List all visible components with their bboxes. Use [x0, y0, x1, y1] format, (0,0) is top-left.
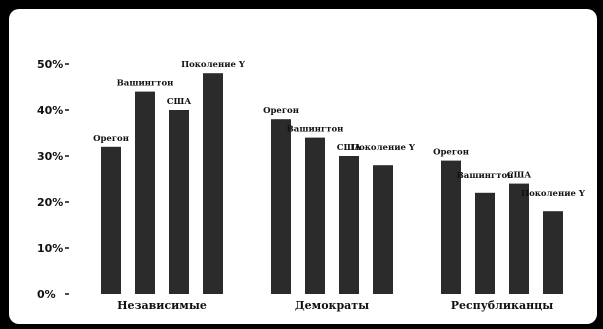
- bar-data-label: Вашингтон: [117, 79, 174, 89]
- bar-data-label: Поколение Y: [181, 60, 246, 70]
- x-category-label: Республиканцы: [451, 299, 554, 312]
- bar: [101, 146, 121, 294]
- bar-data-label: Орегон: [433, 148, 469, 158]
- bar: [509, 183, 529, 294]
- bar: [169, 110, 189, 294]
- bar: [543, 211, 563, 294]
- y-tick-label: 10%: [37, 242, 63, 255]
- bar-data-label: Поколение Y: [351, 143, 416, 153]
- bar-chart: 50%40%30%20%10%0%ОрегонВашингтонСШАПокол…: [37, 58, 586, 312]
- bar-data-label: США: [337, 143, 362, 153]
- bar: [441, 160, 461, 294]
- y-tick-label: 50%: [37, 58, 63, 71]
- bar: [373, 165, 393, 294]
- bar-data-label: Орегон: [93, 134, 129, 144]
- bar-data-label: США: [167, 97, 192, 107]
- bar-data-label: США: [507, 171, 532, 181]
- y-tick-label: 0%: [37, 288, 56, 301]
- y-tick-label: 30%: [37, 150, 63, 163]
- chart-frame: 50% 40% 30% 20% 10% 0% Орегон Вашингтон США Покол…: [9, 9, 597, 324]
- bar: [305, 137, 325, 294]
- bar: [135, 91, 155, 294]
- bar: [203, 73, 223, 294]
- bar: [271, 119, 291, 294]
- bar-data-label: Орегон: [263, 106, 299, 116]
- bar-data-label: Вашингтон: [287, 125, 344, 135]
- x-category-label: Демократы: [295, 299, 369, 312]
- y-tick-label: 20%: [37, 196, 63, 209]
- y-tick-label: 40%: [37, 104, 63, 117]
- bar: [339, 156, 359, 294]
- bar-data-label: Вашингтон: [457, 171, 514, 181]
- bar-data-label: Поколение Y: [521, 189, 586, 199]
- x-category-label: Независимые: [117, 299, 207, 312]
- bar: [475, 192, 495, 294]
